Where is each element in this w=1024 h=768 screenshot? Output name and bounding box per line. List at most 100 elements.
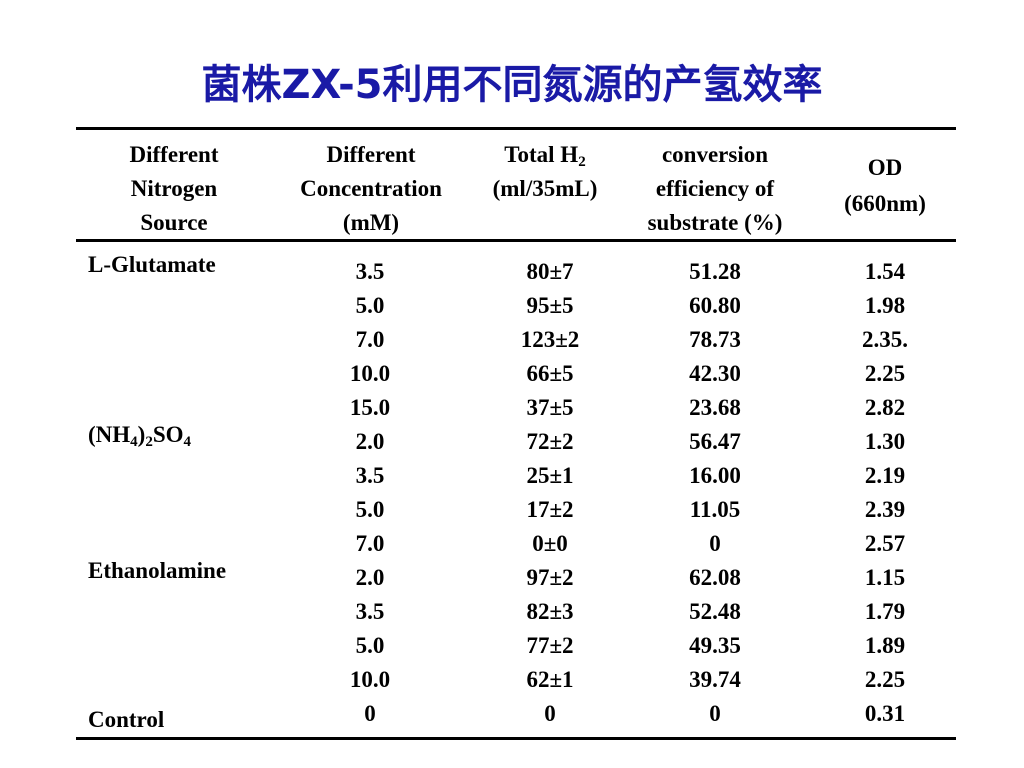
header-line: Nitrogen — [130, 176, 218, 201]
cell-conc: 10.0 — [349, 667, 391, 692]
subscript: 2 — [578, 154, 586, 170]
cell-od: 1.79 — [864, 599, 906, 624]
table-header-rule — [76, 239, 956, 242]
header-line: OD — [867, 155, 903, 180]
cell-od: 2.25 — [864, 361, 906, 386]
table-body: L-Glutamate 3.5 80±7 51.28 1.54 5.0 95±5 60.80 1… — [0, 252, 1024, 732]
cell-source: (NH4)2SO4 — [88, 422, 192, 450]
header-text: Total H — [504, 142, 579, 167]
subscript: 4 — [183, 434, 192, 450]
cell-od: 1.89 — [864, 633, 906, 658]
cell-od: 0.31 — [864, 701, 906, 726]
table-row: 5.0 77±2 49.35 1.89 — [0, 629, 1024, 663]
table-row: 10.0 66±5 42.30 2.25 — [0, 357, 1024, 391]
cell-eff: 0 — [709, 701, 721, 726]
cell-od: 1.98 — [864, 293, 906, 318]
cell-eff: 16.00 — [689, 463, 741, 488]
subscript: 2 — [145, 434, 153, 450]
header-line: Source — [140, 210, 208, 235]
cell-od: 2.19 — [864, 463, 906, 488]
header-line: (ml/35mL) — [492, 176, 598, 201]
header-line: conversion — [661, 142, 769, 167]
table-row: 15.0 37±5 23.68 2.82 — [0, 391, 1024, 425]
cell-total: 72±2 — [526, 429, 574, 454]
header-line: Different — [326, 142, 416, 167]
table-row: Ethanolamine 2.0 97±2 62.08 1.15 — [0, 558, 1024, 595]
subscript: 4 — [130, 434, 138, 450]
cell-eff: 78.73 — [689, 327, 741, 352]
table-row: 7.0 123±2 78.73 2.35. — [0, 323, 1024, 357]
header-line: (mM) — [342, 210, 400, 235]
cell-conc: 7.0 — [355, 531, 385, 556]
cell-eff: 62.08 — [689, 565, 741, 590]
cell-source: Control — [88, 707, 165, 732]
cell-total: 77±2 — [526, 633, 574, 658]
table-row: (NH4)2SO4 2.0 72±2 56.47 1.30 — [0, 422, 1024, 459]
table-row: Control 0 0 0 0.31 — [0, 697, 1024, 732]
header-line: substrate (%) — [647, 210, 783, 235]
header-line: Concentration — [300, 176, 442, 201]
header-concentration: Different Concentration (mM) — [276, 138, 466, 240]
cell-od: 1.54 — [864, 259, 906, 284]
cell-od: 2.82 — [864, 395, 906, 420]
cell-od: 2.39 — [864, 497, 906, 522]
cell-eff: 0 — [709, 531, 721, 556]
header-line: (660nm) — [844, 191, 926, 216]
cell-conc: 5.0 — [355, 293, 385, 318]
slide-title: 菌株ZX-5利用不同氮源的产氢效率 — [201, 62, 823, 108]
table-row: 3.5 25±1 16.00 2.19 — [0, 459, 1024, 493]
header-line: Total H2 — [470, 138, 620, 172]
table-row: 5.0 17±2 11.05 2.39 — [0, 493, 1024, 527]
cell-total: 25±1 — [526, 463, 574, 488]
cell-od: 1.15 — [864, 565, 906, 590]
table-row: 10.0 62±1 39.74 2.25 — [0, 663, 1024, 697]
cell-total: 0 — [544, 701, 556, 726]
cell-conc: 3.5 — [355, 463, 385, 488]
table-row: L-Glutamate 3.5 80±7 51.28 1.54 — [0, 252, 1024, 289]
cell-total: 80±7 — [526, 259, 574, 284]
cell-conc: 2.0 — [355, 565, 385, 590]
cell-eff: 42.30 — [689, 361, 741, 386]
cell-od: 2.25 — [864, 667, 906, 692]
cell-total: 17±2 — [526, 497, 574, 522]
cell-conc: 5.0 — [355, 497, 385, 522]
cell-eff: 23.68 — [689, 395, 741, 420]
cell-conc: 3.5 — [355, 259, 385, 284]
cell-eff: 39.74 — [689, 667, 741, 692]
cell-eff: 56.47 — [689, 429, 741, 454]
cell-conc: 10.0 — [349, 361, 391, 386]
header-line: Different — [129, 142, 219, 167]
cell-eff: 11.05 — [689, 497, 741, 522]
cell-total: 97±2 — [526, 565, 574, 590]
cell-conc: 15.0 — [349, 395, 391, 420]
table-row: 5.0 95±5 60.80 1.98 — [0, 289, 1024, 323]
cell-conc: 7.0 — [355, 327, 385, 352]
cell-eff: 51.28 — [689, 259, 741, 284]
table-top-rule — [76, 127, 956, 130]
header-nitrogen-source: Different Nitrogen Source — [96, 138, 252, 240]
cell-total: 123±2 — [520, 327, 580, 352]
cell-total: 95±5 — [526, 293, 574, 318]
header-line: efficiency of — [655, 176, 775, 201]
cell-source: L-Glutamate — [88, 252, 216, 277]
cell-source: Ethanolamine — [88, 558, 227, 583]
cell-od: 1.30 — [864, 429, 906, 454]
cell-total: 66±5 — [526, 361, 574, 386]
cell-eff: 49.35 — [689, 633, 741, 658]
header-conversion-efficiency: conversion efficiency of substrate (%) — [620, 138, 810, 240]
cell-od: 2.57 — [864, 531, 906, 556]
cell-total: 0±0 — [532, 531, 568, 556]
cell-conc: 2.0 — [355, 429, 385, 454]
table-row: 3.5 82±3 52.48 1.79 — [0, 595, 1024, 629]
header-od: OD (660nm) — [815, 150, 955, 222]
cell-conc: 0 — [364, 701, 376, 726]
table-row: 7.0 0±0 0 2.57 — [0, 527, 1024, 561]
cell-total: 82±3 — [526, 599, 574, 624]
cell-total: 62±1 — [526, 667, 574, 692]
table-bottom-rule — [76, 737, 956, 740]
cell-eff: 52.48 — [689, 599, 741, 624]
cell-conc: 5.0 — [355, 633, 385, 658]
header-total-h2: Total H2 (ml/35mL) — [470, 138, 620, 206]
cell-od: 2.35. — [862, 327, 908, 352]
cell-total: 37±5 — [526, 395, 574, 420]
